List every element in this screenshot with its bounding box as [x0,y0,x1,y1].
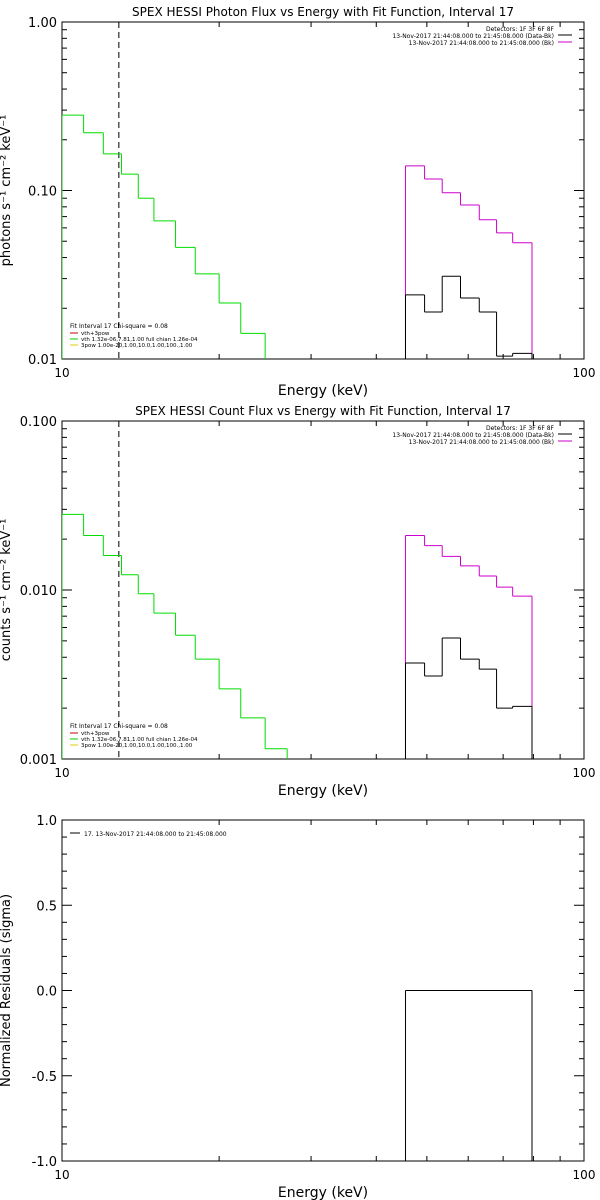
plot-data [62,421,533,759]
header-line: Detectors: 1F 3F 6F 8F [486,26,555,33]
header-line: 13-Nov-2017 21:44:08.000 to 21:45:08.000… [392,33,554,40]
y-axis-title: counts s⁻¹ cm⁻² keV⁻¹ [0,519,14,662]
x-tick-label: 100 [573,366,596,380]
y-axis-title: Normalized Residuals (sigma) [0,894,14,1087]
series-1 [62,513,288,759]
x-tick-label: 10 [54,766,69,780]
header-line: 13-Nov-2017 21:44:08.000 to 21:45:08.000… [392,432,554,439]
series-3 [404,637,533,759]
y-tick-label: 0.10 [28,185,57,200]
y-tick-label: 0.010 [20,584,57,599]
y-tick-label: 0.5 [36,899,57,914]
fit-legend-entry: vth+3pow [81,731,110,737]
y-tick-label: 1.0 [36,814,57,829]
chart-panel-3: 10 100 1.0 0.5 0.0 -0.5 -1.0 Energy (keV) Normal… [0,814,595,1200]
plot-data [404,990,533,1161]
y-tick-label: 0.001 [20,753,57,768]
fit-legend-entry: 3pow 1.00e-20,1.00,10.0,1.00,100.,1.00 [81,343,193,349]
x-tick-label: 10 [54,1168,69,1182]
fit-legend-title: Fit Interval 17 Chi-square = 0.08 [70,723,168,730]
y-tick-label: -1.0 [32,1155,57,1170]
x-tick-label: 10 [54,366,69,380]
fit-legend-title: Fit Interval 17 Chi-square = 0.08 [70,323,168,330]
series-2 [404,165,533,359]
series-1 [62,114,266,359]
y-tick-label: 0.100 [20,415,57,430]
header-line: 13-Nov-2017 21:44:08.000 to 21:45:08.000… [409,439,554,446]
x-axis-title: Energy (keV) [278,383,368,399]
fit-legend-entry: vth 1.32e-06,7.81,1.00 full chian 1.26e-… [81,337,198,343]
x-axis-title: Energy (keV) [278,1185,368,1200]
plot-frame [61,21,585,360]
x-tick-label: 100 [573,766,596,780]
plot-data [62,22,533,359]
fit-legend-entry: vth+3pow [81,331,110,337]
header-line: Detectors: 1F 3F 6F 8F [486,425,555,432]
header-line: 13-Nov-2017 21:44:08.000 to 21:45:08.000… [409,40,554,47]
y-tick-label: 0.01 [28,353,57,368]
series-3 [404,275,533,359]
y-axis-title: photons s⁻¹ cm⁻² keV⁻¹ [0,115,14,267]
y-tick-label: 0.0 [36,985,57,1000]
chart-panel-1: SPEX HESSI Photon Flux vs Energy with Fi… [0,5,596,399]
x-tick-label: 100 [573,1168,596,1182]
y-tick-label: 1.00 [28,16,57,31]
x-axis-title: Energy (keV) [278,783,368,799]
fit-legend-entry: 3pow 1.00e-20,1.00,10.0,1.00,100.,1.00 [81,743,193,749]
chart-title: SPEX HESSI Photon Flux vs Energy with Fi… [132,5,514,19]
chart-panel-2: SPEX HESSI Count Flux vs Energy with Fit… [0,404,596,799]
series-1 [404,990,533,1161]
y-tick-label: -0.5 [32,1070,57,1085]
legend-entry: 17. 13-Nov-2017 21:44:08.000 to 21:45:08… [84,831,227,838]
fit-legend-entry: vth 1.32e-06,7.81,1.00 full chian 1.26e-… [81,737,198,743]
series-2 [404,535,533,759]
chart-title: SPEX HESSI Count Flux vs Energy with Fit… [135,404,511,418]
